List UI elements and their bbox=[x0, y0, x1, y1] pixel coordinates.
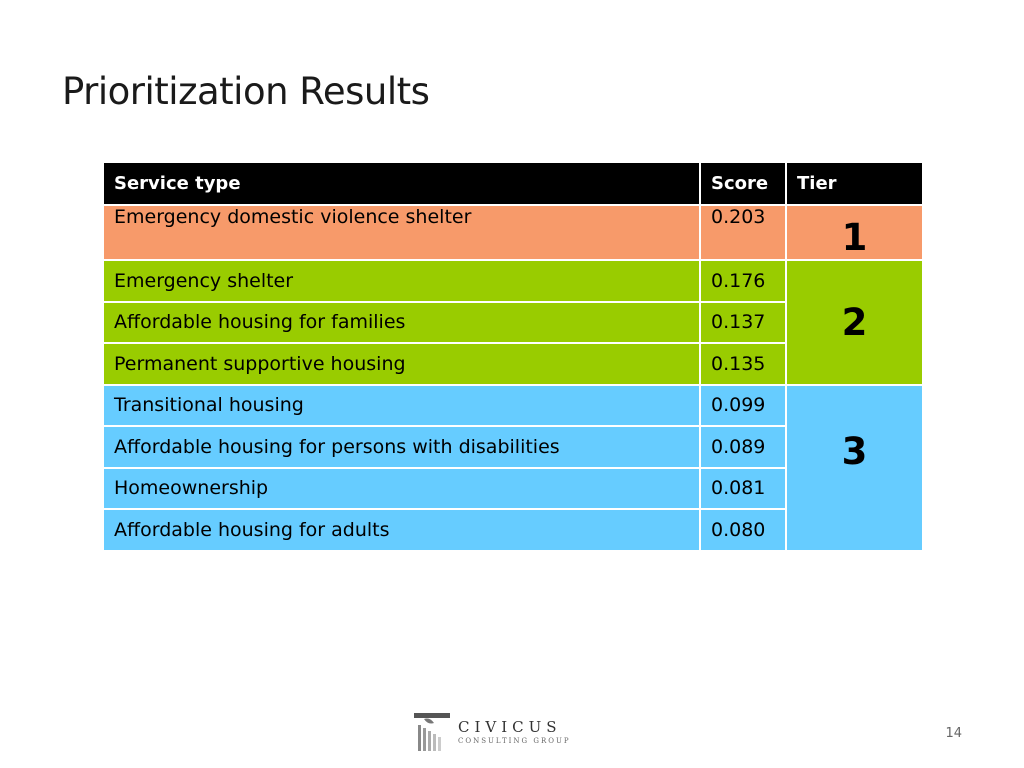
column-header-score: Score bbox=[699, 161, 787, 206]
table-row: Permanent supportive housing 0.135 bbox=[102, 342, 923, 386]
page-number: 14 bbox=[945, 726, 962, 741]
table-row: Emergency shelter 0.176 2 bbox=[102, 259, 924, 386]
score-cell: 0.137 bbox=[699, 300, 787, 344]
table-row: Affordable housing for persons with disa… bbox=[102, 425, 923, 469]
logo-subtitle: CONSULTING GROUP bbox=[458, 736, 571, 745]
table-header-row: Service type Score Tier bbox=[102, 161, 924, 206]
civicus-logo: CIVICUS CONSULTING GROUP bbox=[414, 713, 571, 751]
prioritization-table: Service type Score Tier Emergency domest… bbox=[102, 161, 924, 552]
score-cell: 0.081 bbox=[699, 466, 787, 510]
service-type-cell: Affordable housing for adults bbox=[102, 508, 701, 552]
service-type-cell: Permanent supportive housing bbox=[102, 342, 701, 386]
score-cell: 0.135 bbox=[699, 342, 787, 386]
score-cell: 0.099 bbox=[699, 383, 787, 427]
service-type-cell: Affordable housing for persons with disa… bbox=[102, 425, 701, 469]
table-row: Homeownership 0.081 bbox=[102, 466, 923, 510]
column-header-service-type: Service type bbox=[102, 161, 701, 206]
service-type-cell: Emergency shelter bbox=[102, 259, 701, 303]
tier-2-cell: 2 bbox=[785, 259, 924, 386]
table-row: Affordable housing for families 0.137 bbox=[102, 300, 923, 344]
score-cell: 0.080 bbox=[699, 508, 787, 552]
service-type-cell: Transitional housing bbox=[102, 383, 701, 427]
column-header-tier: Tier bbox=[785, 161, 924, 206]
tier-3-cell: 3 bbox=[785, 383, 924, 552]
service-type-cell: Emergency domestic violence shelter bbox=[102, 204, 701, 261]
slide-title: Prioritization Results bbox=[62, 70, 430, 113]
service-type-cell: Affordable housing for families bbox=[102, 300, 701, 344]
tier-1-cell: 1 bbox=[785, 204, 924, 261]
score-cell: 0.089 bbox=[699, 425, 787, 469]
logo-name: CIVICUS bbox=[458, 717, 562, 736]
score-cell: 0.176 bbox=[699, 259, 787, 303]
table-row: Emergency domestic violence shelter 0.20… bbox=[102, 204, 924, 261]
table-row: Affordable housing for adults 0.080 bbox=[102, 508, 923, 552]
service-type-cell: Homeownership bbox=[102, 466, 701, 510]
column-pillar-icon bbox=[414, 713, 450, 751]
score-cell: 0.203 bbox=[699, 204, 787, 261]
table-row: Transitional housing 0.099 3 bbox=[102, 383, 924, 552]
